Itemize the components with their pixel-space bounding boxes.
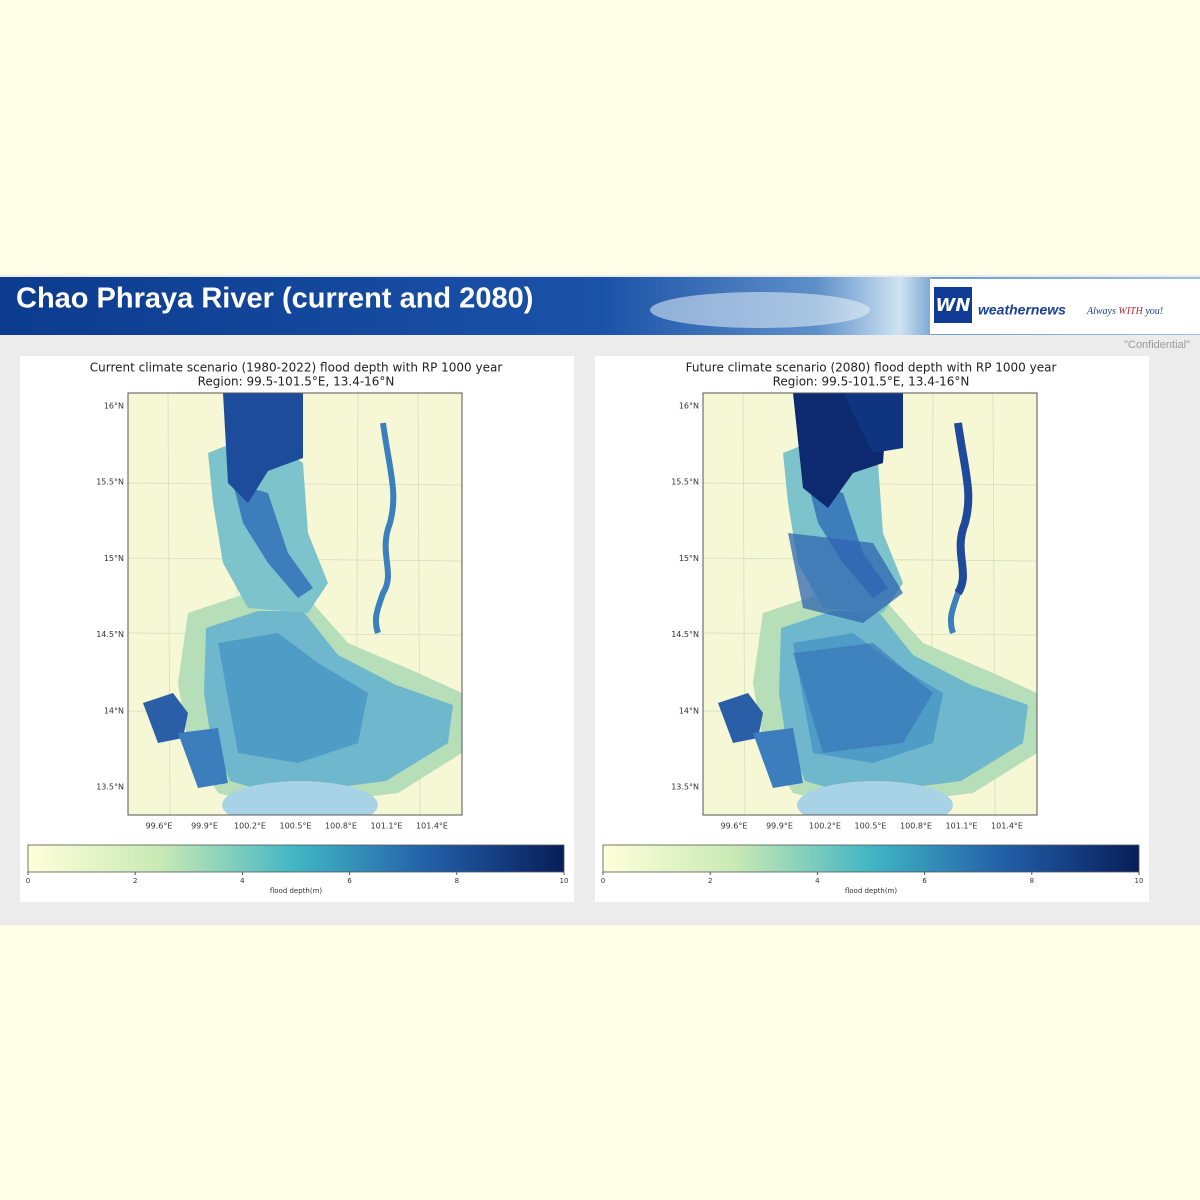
lon-tick-label: 99.9°E <box>191 822 218 831</box>
panel-subtitle: Region: 99.5-101.5°E, 13.4-16°N <box>773 375 970 389</box>
panel-title: Future climate scenario (2080) flood dep… <box>686 361 1057 375</box>
lon-tick-label: 101.4°E <box>416 822 448 831</box>
logo-text: weathernews <box>978 302 1066 318</box>
lat-tick-label: 16°N <box>679 402 699 411</box>
lon-tick-label: 100.8°E <box>900 822 932 831</box>
colorbar-tick-label: 6 <box>347 877 352 885</box>
map-panel: Current climate scenario (1980-2022) flo… <box>20 356 574 902</box>
lon-tick-label: 100.2°E <box>809 822 841 831</box>
colorbar-label: flood depth(m) <box>270 887 323 895</box>
colorbar-tick-label: 8 <box>1030 877 1034 885</box>
flood-map <box>703 393 1037 829</box>
lon-tick-label: 101.1°E <box>946 822 978 831</box>
lon-tick-label: 100.2°E <box>234 822 266 831</box>
map-frame <box>127 392 463 816</box>
lat-tick-label: 14.5°N <box>671 630 699 639</box>
lat-tick-label: 15°N <box>679 554 699 563</box>
colorbar-label: flood depth(m) <box>845 887 898 895</box>
colorbar-tick-label: 2 <box>708 877 712 885</box>
colorbar-tick-label: 6 <box>922 877 927 885</box>
flood-map <box>128 393 462 829</box>
lon-tick-label: 101.1°E <box>371 822 403 831</box>
logo-mark: WN <box>936 295 971 316</box>
lat-tick-label: 16°N <box>104 402 124 411</box>
colorbar-tick-label: 0 <box>601 877 605 885</box>
colorbar-tick-label: 10 <box>560 877 569 885</box>
lat-tick-label: 13.5°N <box>671 783 699 792</box>
colorbar-tick-label: 0 <box>26 877 30 885</box>
lat-tick-label: 13.5°N <box>96 783 124 792</box>
panel-title: Current climate scenario (1980-2022) flo… <box>90 361 503 375</box>
lon-tick-label: 100.5°E <box>855 822 887 831</box>
panels: Current climate scenario (1980-2022) flo… <box>20 356 1149 902</box>
lon-tick-label: 99.9°E <box>766 822 793 831</box>
lat-tick-label: 14.5°N <box>96 630 124 639</box>
lat-tick-label: 14°N <box>104 706 124 715</box>
lat-tick-label: 15.5°N <box>96 478 124 487</box>
logo-mark-box <box>934 287 972 323</box>
map-frame <box>702 392 1038 816</box>
colorbar <box>602 844 1140 873</box>
panel-subtitle: Region: 99.5-101.5°E, 13.4-16°N <box>198 375 395 389</box>
lat-tick-label: 15°N <box>104 554 124 563</box>
lat-tick-label: 15.5°N <box>671 478 699 487</box>
confidential-note: "Confidential" <box>1124 339 1190 351</box>
lon-tick-label: 99.6°E <box>146 822 173 831</box>
header-cloud <box>650 292 870 328</box>
colorbar-tick-label: 8 <box>455 877 459 885</box>
lon-tick-label: 101.4°E <box>991 822 1023 831</box>
colorbar-tick-label: 10 <box>1135 877 1144 885</box>
lon-tick-label: 100.5°E <box>280 822 312 831</box>
logo-box <box>930 279 1200 334</box>
header-title: Chao Phraya River (current and 2080) <box>16 283 533 315</box>
colorbar <box>27 844 565 873</box>
colorbar-tick-label: 2 <box>133 877 137 885</box>
map-panel: Future climate scenario (2080) flood dep… <box>595 356 1149 902</box>
lat-tick-label: 14°N <box>679 706 699 715</box>
flood-map-base <box>128 393 462 829</box>
colorbar-tick-label: 4 <box>240 877 245 885</box>
lon-tick-label: 99.6°E <box>721 822 748 831</box>
tagline: Always WITH you! <box>1086 306 1163 317</box>
lon-tick-label: 100.8°E <box>325 822 357 831</box>
colorbar-tick-label: 4 <box>815 877 820 885</box>
